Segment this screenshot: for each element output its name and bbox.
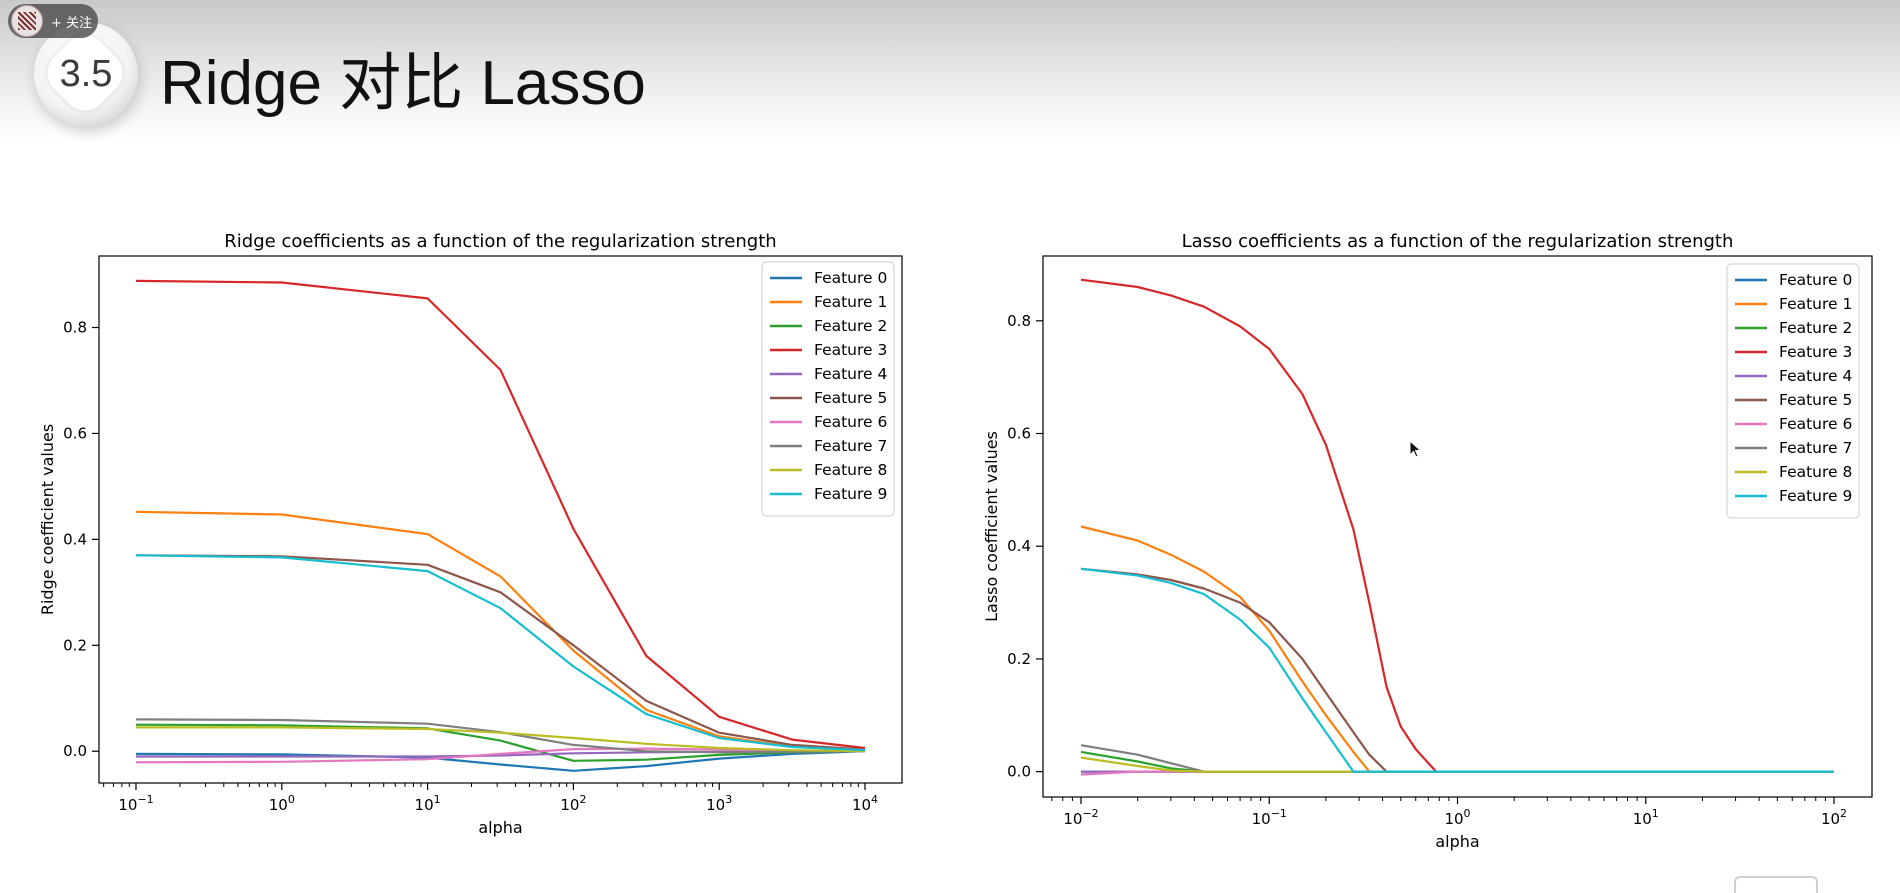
x-tick-label: 101	[415, 793, 441, 814]
legend-label: Feature 1	[814, 293, 887, 311]
series-line-feature-8	[136, 726, 866, 753]
legend: Feature 0 Feature 1 Feature 2 Feature 3 Feat…	[1726, 263, 1860, 519]
x-tick-label: 102	[560, 793, 586, 814]
x-axis-label: alpha	[478, 818, 522, 837]
series-line-feature-9	[1080, 567, 1834, 773]
y-axis-label: Ridge coefficient values	[38, 424, 57, 615]
section-number: 3.5	[59, 53, 113, 95]
follow-button[interactable]: + 关注	[8, 4, 98, 38]
legend-label: Feature 2	[1779, 319, 1852, 337]
y-axis-label: Lasso coefficient values	[982, 431, 1001, 622]
legend-label: Feature 7	[1779, 439, 1852, 457]
legend-label: Feature 9	[814, 485, 887, 503]
y-tick-label: 0.2	[1007, 650, 1031, 668]
y-tick-label: 0.4	[63, 530, 87, 548]
user-avatar-icon	[11, 5, 43, 37]
series-line-feature-2	[135, 723, 866, 762]
legend-label: Feature 3	[814, 341, 887, 359]
series-line-feature-3	[135, 279, 866, 750]
x-axis-label: alpha	[1435, 832, 1479, 851]
chart-title: Lasso coefficients as a function of the …	[1182, 231, 1734, 252]
series-line-feature-7	[1080, 744, 1834, 773]
legend-label: Feature 7	[814, 437, 887, 455]
y-tick-label: 0.4	[1007, 537, 1031, 555]
legend-label: Feature 8	[814, 461, 887, 479]
x-tick-label: 100	[269, 793, 295, 814]
legend-label: Feature 6	[814, 413, 887, 431]
axes-frame	[98, 255, 903, 784]
legend-label: Feature 4	[1779, 367, 1852, 385]
legend-label: Feature 5	[1779, 391, 1852, 409]
chart-title: Ridge coefficients as a function of the …	[224, 231, 776, 252]
legend-label: Feature 2	[814, 317, 887, 335]
x-tick-label: 10−1	[1252, 807, 1287, 828]
legend-label: Feature 6	[1779, 415, 1852, 433]
section-badge: 3.5	[34, 22, 138, 126]
series-line-feature-1	[135, 510, 866, 751]
y-tick-label: 0.8	[1007, 312, 1031, 330]
y-tick-label: 0.2	[63, 636, 87, 654]
legend-label: Feature 5	[814, 389, 887, 407]
y-tick-label: 0.8	[63, 319, 87, 337]
series-line-feature-7	[135, 718, 866, 754]
legend-label: Feature 3	[1779, 343, 1852, 361]
legend-label: Feature 8	[1779, 463, 1852, 481]
x-tick-label: 102	[1821, 807, 1847, 828]
series-line-feature-9	[135, 554, 866, 752]
legend-label: Feature 1	[1779, 295, 1852, 313]
y-tick-label: 0.0	[1007, 763, 1031, 781]
y-tick-label: 0.0	[63, 742, 87, 760]
x-tick-label: 10−2	[1063, 807, 1098, 828]
x-tick-label: 10−1	[118, 793, 153, 814]
legend-label: Feature 0	[814, 269, 887, 287]
chart-2: Lasso coefficients as a function of the …	[982, 231, 1873, 851]
chart-1: Ridge coefficients as a function of the …	[38, 231, 903, 837]
series-line-feature-5	[1080, 567, 1834, 773]
legend: Feature 0 Feature 1 Feature 2 Feature 3 Feat…	[761, 261, 895, 517]
y-tick-label: 0.6	[1007, 425, 1031, 443]
series-line-feature-1	[1080, 525, 1834, 773]
follow-label: + 关注	[51, 15, 93, 31]
series-line-feature-5	[135, 554, 866, 751]
watermark-logo	[1734, 876, 1818, 893]
legend-label: Feature 4	[814, 365, 887, 383]
x-tick-label: 100	[1444, 807, 1470, 828]
legend-label: Feature 9	[1779, 487, 1852, 505]
x-tick-label: 101	[1633, 807, 1659, 828]
x-tick-label: 103	[706, 793, 732, 814]
legend-label: Feature 0	[1779, 271, 1852, 289]
page-title: Ridge 对比 Lasso	[160, 49, 646, 118]
y-tick-label: 0.6	[63, 424, 87, 442]
mouse-pointer-icon	[1409, 440, 1422, 458]
series-line-feature-3	[1080, 278, 1834, 773]
slide-header	[0, 0, 1900, 140]
x-tick-label: 104	[852, 793, 878, 814]
